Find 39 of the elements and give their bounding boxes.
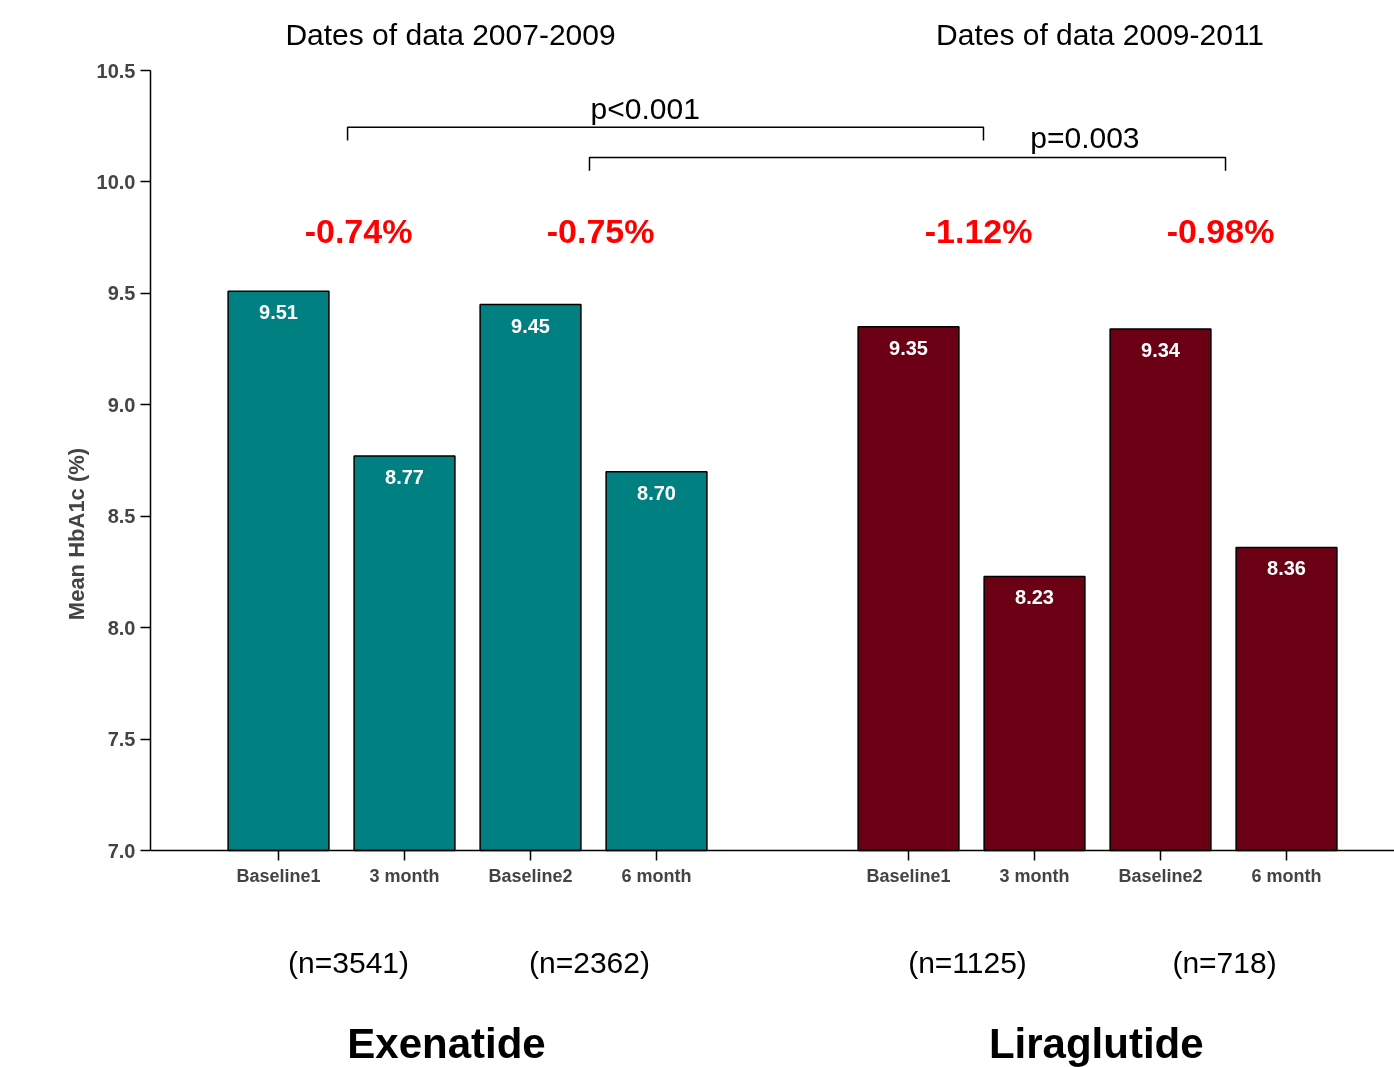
x-tick-label: 6 month — [621, 865, 692, 886]
x-tick-label: 3 month — [999, 865, 1070, 886]
y-tick-label: 9.5 — [107, 282, 136, 305]
data-label: 8.23 — [1015, 586, 1054, 609]
y-tick-label: 8.5 — [107, 505, 136, 528]
text: (n=718) — [1172, 946, 1277, 980]
data-label: 9.51 — [259, 301, 298, 324]
text: Liraglutide — [988, 1019, 1204, 1067]
annotation: -1.12% — [924, 211, 1033, 250]
data-label: 8.36 — [1267, 557, 1306, 580]
text: (n=3541) — [288, 946, 410, 980]
x-tick-label: Baseline2 — [488, 865, 573, 886]
data-label: 9.35 — [889, 336, 928, 359]
annotation: p<0.001 — [590, 91, 700, 125]
y-axis-title: Mean HbA1c (%) — [63, 447, 89, 621]
y-tick-label: 7.5 — [107, 728, 136, 751]
text: Dates of data 2007-2009 — [285, 18, 616, 52]
x-tick-label: Baseline2 — [1118, 865, 1203, 886]
x-tick-label: Baseline1 — [866, 865, 951, 886]
annotation: -0.98% — [1166, 211, 1275, 250]
annotation: p=0.003 — [1030, 120, 1140, 154]
x-tick-label: 3 month — [369, 865, 440, 886]
data-label: 9.34 — [1141, 339, 1181, 362]
y-tick-label: 9.0 — [107, 393, 136, 416]
x-tick-label: Baseline1 — [236, 865, 321, 886]
data-label: 9.45 — [511, 314, 550, 337]
y-tick-label: 10.5 — [96, 59, 136, 82]
text: Exenatide — [347, 1019, 546, 1067]
annotation: -0.75% — [546, 211, 655, 250]
text: Dates of data 2009-2011 — [936, 18, 1265, 52]
y-tick-label: 7.0 — [107, 839, 136, 862]
text: (n=1125) — [908, 946, 1027, 980]
y-tick-label: 10.0 — [96, 170, 136, 193]
y-tick-label: 8.0 — [107, 616, 136, 639]
annotation: -0.74% — [304, 211, 413, 250]
data-label: 8.70 — [637, 481, 676, 504]
x-tick-label: 6 month — [1251, 865, 1322, 886]
text: (n=2362) — [529, 946, 650, 980]
data-label: 8.77 — [385, 466, 424, 489]
